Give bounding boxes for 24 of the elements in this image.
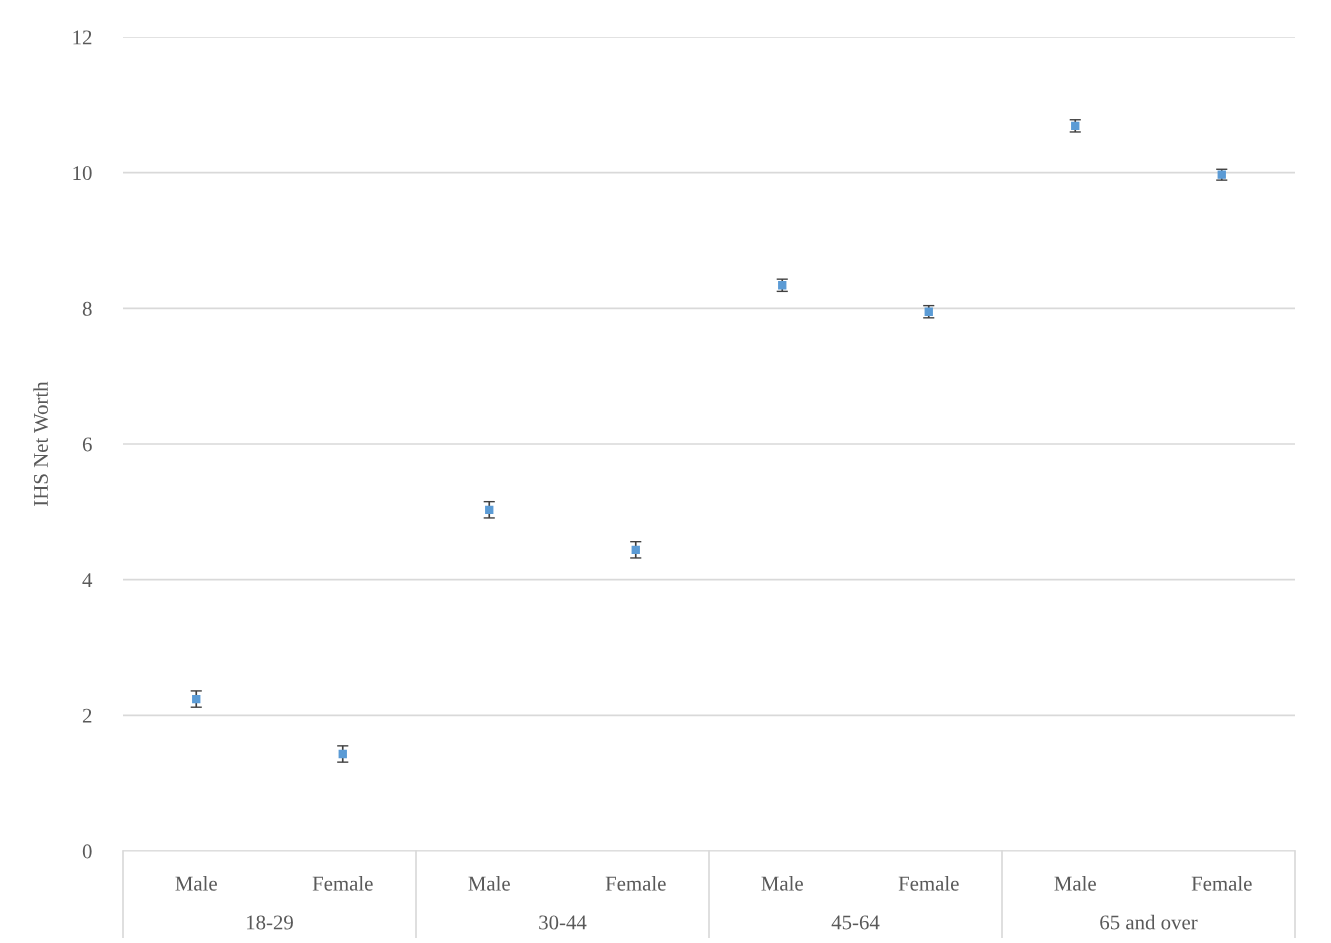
y-tick-label: 8	[82, 301, 92, 316]
y-tick-label: 2	[82, 708, 92, 723]
point	[631, 545, 640, 554]
y-tick-label: 12	[73, 30, 92, 45]
x-tick-label: Male	[761, 876, 803, 891]
text: 45-64	[831, 915, 880, 930]
y-tick-label: 6	[82, 437, 92, 452]
y-axis-title: IHS Net Worth	[33, 381, 49, 506]
text: 18-29	[247, 915, 293, 930]
x-tick-label: Female	[312, 876, 373, 891]
x-tick-label: Female	[605, 876, 666, 891]
text: 65 and over	[1100, 914, 1198, 930]
x-tick-label: Male	[1054, 876, 1096, 891]
text: 30-44	[539, 915, 587, 930]
x-tick-label: Female	[898, 876, 959, 891]
point	[485, 505, 494, 514]
y-tick-label: 0	[82, 844, 92, 859]
y-tick-label: 4	[82, 573, 93, 587]
x-tick-label: Male	[175, 876, 217, 891]
point	[338, 749, 347, 759]
x-tick-label: Male	[468, 876, 510, 891]
y-tick-label: 10	[73, 166, 92, 181]
point	[192, 694, 201, 704]
x-tick-label: Female	[1191, 876, 1252, 891]
